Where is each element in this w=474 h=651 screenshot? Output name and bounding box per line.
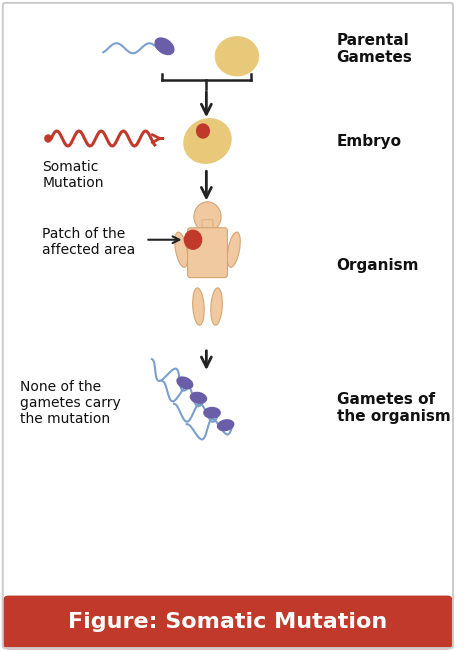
Ellipse shape — [204, 408, 220, 418]
FancyBboxPatch shape — [188, 228, 228, 277]
FancyBboxPatch shape — [202, 220, 213, 236]
Ellipse shape — [184, 118, 231, 163]
Text: None of the
gametes carry
the mutation: None of the gametes carry the mutation — [19, 380, 120, 426]
Text: Embryo: Embryo — [337, 133, 401, 148]
Circle shape — [197, 124, 210, 138]
Circle shape — [184, 230, 201, 249]
Circle shape — [45, 135, 51, 142]
Ellipse shape — [177, 377, 192, 389]
FancyBboxPatch shape — [4, 596, 452, 648]
Ellipse shape — [218, 420, 234, 430]
Ellipse shape — [175, 232, 188, 268]
Text: Parental
Gametes: Parental Gametes — [337, 33, 412, 65]
Ellipse shape — [211, 288, 222, 326]
Ellipse shape — [227, 232, 240, 268]
Text: Gametes of
the organism: Gametes of the organism — [337, 391, 450, 424]
Ellipse shape — [215, 37, 258, 76]
Ellipse shape — [192, 288, 204, 326]
Text: Patch of the
affected area: Patch of the affected area — [42, 227, 136, 257]
Text: Figure: Somatic Mutation: Figure: Somatic Mutation — [68, 612, 388, 632]
Text: Organism: Organism — [337, 258, 419, 273]
Ellipse shape — [155, 38, 174, 55]
Circle shape — [194, 202, 221, 232]
Text: Somatic
Mutation: Somatic Mutation — [42, 160, 104, 190]
Ellipse shape — [191, 393, 207, 403]
